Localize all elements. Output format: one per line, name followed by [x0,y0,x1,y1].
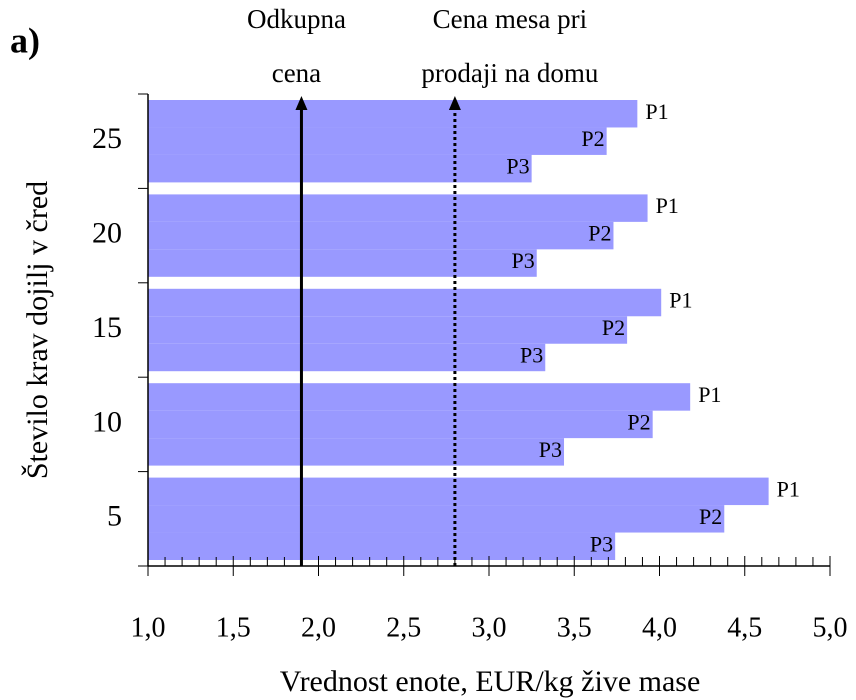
bar-label: P2 [699,504,722,529]
bar-label: P2 [627,409,650,434]
y-tick-label: 15 [92,311,122,344]
y-axis-title: Število krav dojilj v čred [21,181,54,479]
bar-label: P1 [777,476,800,501]
x-tick-label: 2,5 [386,612,421,643]
bar-label: P3 [520,343,543,368]
x-tick-label: 3,0 [472,612,507,643]
bar-label: P1 [656,193,679,218]
bar [148,154,532,183]
x-tick-label: 2,0 [301,612,336,643]
panel-label: a) [10,20,40,60]
x-tick-label: 4,5 [727,612,762,643]
bar [148,383,691,411]
x-tick-label: 1,5 [216,612,251,643]
bar-label: P2 [602,315,625,340]
y-tick-label: 10 [92,405,122,438]
bar-label: P3 [539,437,562,462]
arrow-head [448,96,461,110]
x-axis-title: Vrednost enote, EUR/kg žive mase [280,665,701,698]
bar-label: P3 [511,248,534,273]
bar [148,532,616,560]
bar [148,343,546,372]
bar [148,194,648,222]
y-tick-label: 25 [92,122,122,155]
y-tick-label: 20 [92,216,122,249]
reference-label: prodaji na domu [421,58,598,88]
arrow-head [295,96,308,110]
bar [148,127,607,155]
bar-label: P2 [588,221,611,246]
bar [148,316,628,344]
bar [148,505,725,533]
bar [148,438,565,466]
x-tick-label: 4,0 [642,612,677,643]
bar-label: P3 [506,154,529,179]
x-tick-label: 1,0 [131,612,166,643]
bar [148,249,537,277]
bar-label: P3 [590,531,613,556]
bar [148,288,662,317]
bar-label: P2 [581,126,604,151]
y-tick-label: 5 [107,500,122,533]
bar [148,100,638,128]
bar-label: P1 [645,99,668,124]
bar [148,221,614,250]
bar [148,477,769,506]
bar-label: P1 [669,288,692,313]
x-tick-label: 5,0 [813,612,848,643]
bar [148,410,653,439]
bar-label: P1 [698,382,721,407]
reference-label: Cena mesa pri [433,4,587,34]
reference-label: cena [272,58,321,88]
reference-label: Odkupna [247,4,346,34]
x-tick-label: 3,5 [557,612,592,643]
